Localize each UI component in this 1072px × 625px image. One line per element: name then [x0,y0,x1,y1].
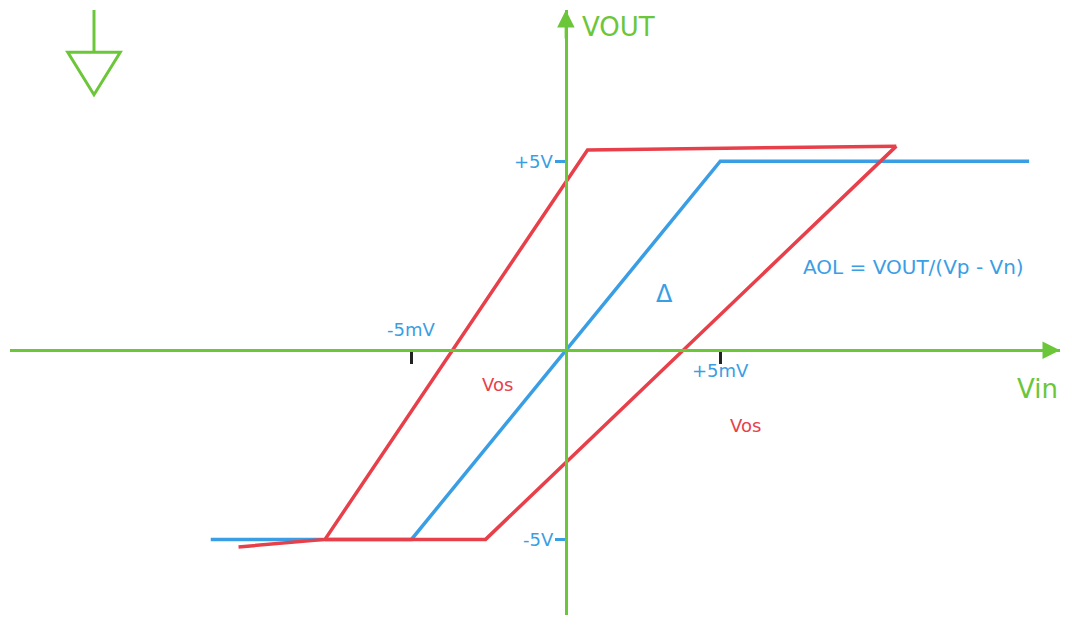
svg-text:VOUT: VOUT [582,12,655,42]
svg-text:+5mV: +5mV [692,360,749,381]
svg-text:-5V: -5V [523,529,554,550]
svg-text:-5mV: -5mV [387,319,435,340]
svg-text:Δ: Δ [656,280,673,308]
svg-text:Vin: Vin [1017,374,1058,404]
svg-text:+5V: +5V [514,151,554,172]
svg-text:AOL = VOUT/(Vp - Vn): AOL = VOUT/(Vp - Vn) [803,255,1024,279]
svg-text:Vos: Vos [730,415,761,436]
svg-text:Vos: Vos [482,374,513,395]
